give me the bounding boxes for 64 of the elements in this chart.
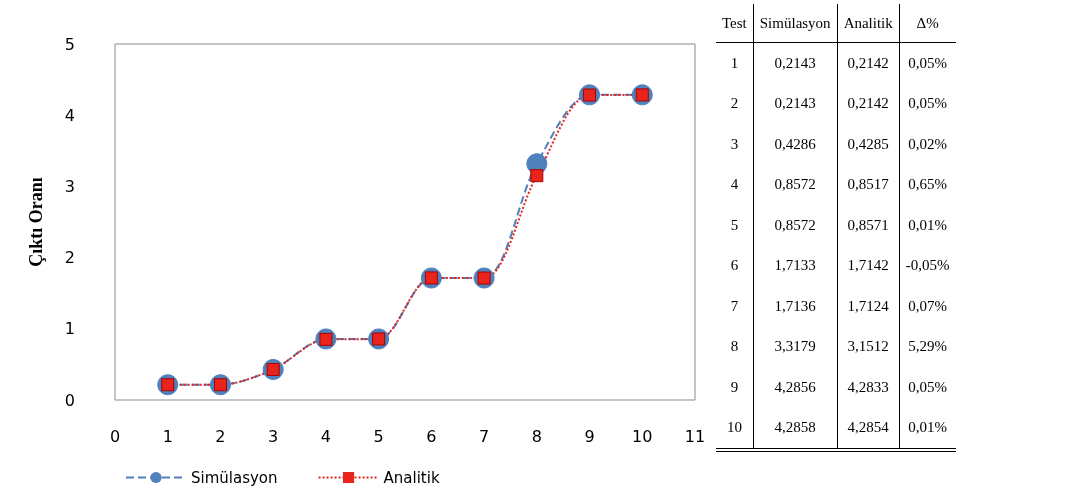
text: 0,65% bbox=[899, 164, 956, 205]
legend-label: Analitik bbox=[383, 468, 440, 487]
text: 0,8517 bbox=[837, 164, 900, 205]
text: 0,4286 bbox=[753, 124, 838, 165]
text: 0,01% bbox=[899, 407, 956, 450]
text: 3,3179 bbox=[753, 326, 838, 367]
x-tick-label: 3 bbox=[268, 426, 279, 446]
y-tick-label: 0 bbox=[64, 390, 75, 410]
y-axis-title: Çıktı Oranı bbox=[26, 177, 46, 267]
x-tick-label: 11 bbox=[684, 426, 706, 446]
text: Δ% bbox=[899, 4, 956, 43]
text: 4,2854 bbox=[837, 407, 900, 450]
x-tick-label: 6 bbox=[426, 426, 437, 446]
text: Analitik bbox=[837, 4, 900, 43]
y-tick-label: 1 bbox=[64, 319, 75, 339]
text: 0,05% bbox=[899, 367, 956, 408]
text: 1,7142 bbox=[837, 245, 900, 286]
text: 5,29% bbox=[899, 326, 956, 367]
text: 0,4285 bbox=[837, 124, 900, 165]
text: Simülasyon bbox=[753, 4, 838, 43]
text: 0,07% bbox=[899, 286, 956, 327]
text: 1 bbox=[729, 53, 740, 73]
text: 0,2142 bbox=[837, 83, 900, 124]
text: 5 bbox=[729, 215, 740, 235]
text: 0,8572 bbox=[753, 164, 838, 205]
text: 7 bbox=[729, 296, 740, 316]
x-tick-label: 0 bbox=[109, 426, 121, 446]
text: 0,05% bbox=[899, 42, 956, 84]
x-tick-label: 8 bbox=[531, 426, 542, 446]
text: -0,05% bbox=[899, 245, 956, 286]
x-tick-label: 5 bbox=[373, 426, 384, 446]
x-tick-label: 1 bbox=[162, 426, 173, 446]
text: 0,2142 bbox=[837, 42, 900, 84]
text: 0,02% bbox=[899, 124, 956, 165]
legend-label: Simülasyon bbox=[191, 468, 278, 487]
text: 0,05% bbox=[899, 83, 956, 124]
text: 1,7133 bbox=[753, 245, 838, 286]
text: 4,2833 bbox=[837, 367, 900, 408]
text: 6 bbox=[729, 256, 740, 276]
text: 0,8571 bbox=[837, 205, 900, 246]
text: 0,01% bbox=[899, 205, 956, 246]
y-tick-label: 4 bbox=[64, 105, 75, 125]
text: 4,2856 bbox=[753, 367, 838, 408]
text: Test bbox=[716, 4, 754, 43]
x-tick-label: 2 bbox=[215, 426, 226, 446]
x-tick-label: 7 bbox=[479, 426, 490, 446]
text: 3,1512 bbox=[837, 326, 900, 367]
text: 8 bbox=[729, 337, 740, 357]
text: 1,7136 bbox=[753, 286, 838, 327]
x-tick-label: 9 bbox=[584, 426, 595, 446]
text: 1,7124 bbox=[837, 286, 900, 327]
text: 2 bbox=[729, 94, 740, 114]
text: 4,2858 bbox=[753, 407, 838, 450]
x-tick-label: 10 bbox=[632, 426, 653, 446]
text: 0,2143 bbox=[753, 83, 838, 124]
text: 9 bbox=[729, 377, 740, 397]
text: 0,8572 bbox=[753, 205, 838, 246]
text: 0,2143 bbox=[753, 42, 838, 84]
text: 4 bbox=[729, 175, 740, 195]
y-tick-label: 3 bbox=[64, 176, 75, 196]
text: 3 bbox=[729, 134, 740, 154]
y-tick-label: 2 bbox=[64, 248, 75, 268]
y-tick-label: 5 bbox=[64, 34, 75, 54]
x-tick-label: 4 bbox=[320, 426, 331, 446]
